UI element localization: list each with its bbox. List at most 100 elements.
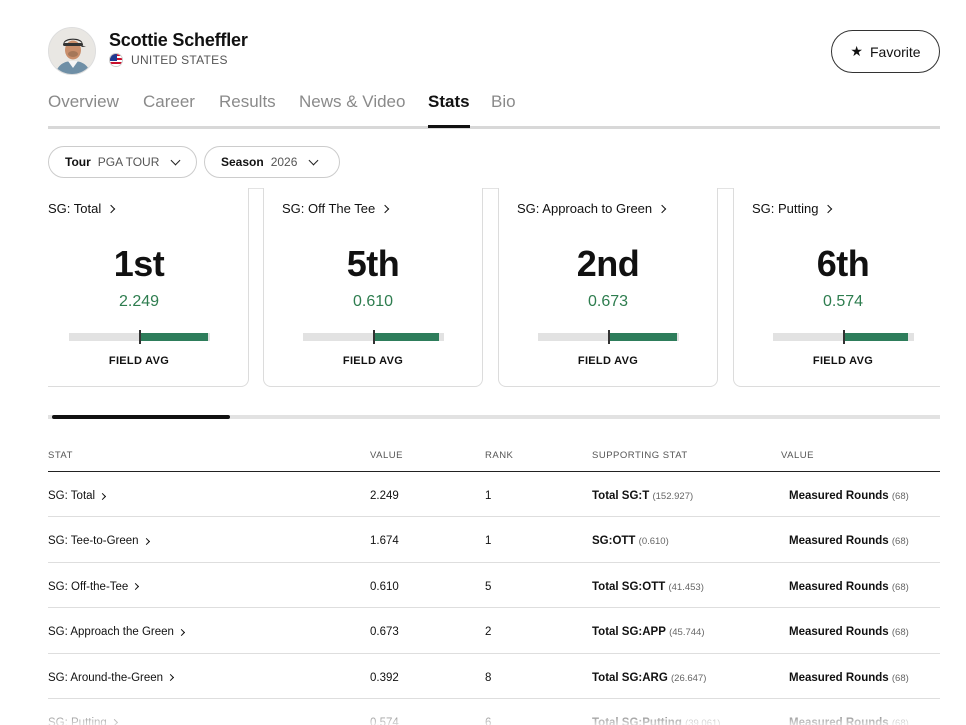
chevron-right-icon [142,537,150,545]
card-title-link[interactable]: SG: Total [48,201,116,216]
supporting-stat-value: (39.061) [685,717,721,725]
card-value: 0.610 [352,293,394,310]
card-rank: 1st [113,243,165,284]
supporting-stat-value: (26.647) [671,672,707,684]
column-header-stat: STAT [48,450,73,461]
season-filter-dropdown[interactable]: Season 2026 [204,146,340,178]
table-row: SG: Putting 0.574 6 Total SG:Putting (39.06… [48,699,940,725]
table-row: SG: Off-the-Tee 0.610 5 Total SG:OTT (41.45… [48,563,940,609]
stat-name: SG: Tee-to-Green [48,535,139,548]
supporting-value-count: (68) [891,627,909,639]
supporting-stat-label: Total SG:T [592,490,650,502]
card-rank: 5th [346,243,400,284]
field-avg-marker [843,330,845,344]
tab-news-video[interactable]: News & Video [299,92,406,111]
tour-filter-value: PGA TOUR [97,155,160,169]
chevron-down-icon [308,155,319,165]
table-row: SG: Total 2.249 1 Total SG:T (152.927) Measu… [48,472,940,518]
column-header-value: VALUE [370,450,403,461]
stat-value: 1.674 [370,535,399,548]
player-header: Scottie Scheffler UNITED STATES ★ Favori… [48,27,940,77]
card-title: SG: Off The Tee [282,201,376,216]
favorite-button[interactable]: ★ Favorite [831,30,940,73]
stat-name: SG: Approach the Green [48,626,174,639]
stat-value: 2.249 [370,490,399,502]
stat-value: 0.673 [370,626,399,639]
field-avg-label: FIELD AVG [577,355,639,367]
field-avg-marker [608,330,610,344]
supporting-stat: Total SG:ARG (26.647) [592,672,706,684]
season-filter-label: Season [221,155,264,169]
stat-rank: 6 [485,716,492,725]
card-value: 2.249 [118,293,160,310]
supporting-stat-label: SG:OTT [592,535,636,548]
stat-value: 0.574 [370,716,399,725]
column-header-supporting-stat: SUPPORTING STAT [592,450,688,461]
table-header: STAT VALUE RANK SUPPORTING STAT VALUE [48,442,940,472]
supporting-stat-label: Total SG:ARG [592,671,668,684]
table-row: SG: Tee-to-Green 1.674 1 SG:OTT (0.610) Meas… [48,517,940,563]
card-title-link[interactable]: SG: Approach to Green [517,201,667,216]
field-avg-label: FIELD AVG [108,355,170,367]
stat-value: 0.610 [370,580,399,593]
supporting-stat-label: Total SG:Putting [592,716,682,725]
supporting-stat: Total SG:Putting (39.061) [592,717,720,725]
supporting-stat-value: (45.744) [669,627,705,639]
stat-link[interactable]: SG: Around-the-Green [48,672,175,684]
stat-rank: 8 [485,671,492,684]
stat-name: SG: Total [48,490,96,502]
field-avg-bar [538,330,679,344]
carousel-scrollbar[interactable] [48,415,940,419]
chevron-right-icon [177,628,185,636]
stat-card[interactable]: SG: Total 1st 2.249 FIELD AVG [48,188,249,387]
scrollbar-thumb[interactable] [52,415,230,419]
tab-results[interactable]: Results [219,92,276,111]
chevron-right-icon [824,204,833,213]
card-value: 0.574 [822,293,864,310]
table-row: SG: Around-the-Green 0.392 8 Total SG:ARG (… [48,654,940,699]
card-title: SG: Approach to Green [517,201,653,216]
supporting-value-count: (68) [891,581,909,593]
chevron-right-icon [132,583,140,591]
stat-link[interactable]: SG: Tee-to-Green [48,535,150,548]
supporting-stat-label: Total SG:APP [592,626,666,639]
season-filter-value: 2026 [270,155,298,169]
field-avg-bar [69,330,210,344]
card-title-link[interactable]: SG: Off The Tee [282,201,390,216]
stat-cards-carousel: SG: Total 1st 2.249 FIELD AVG SG: Off Th… [48,188,940,388]
supporting-value-count: (68) [891,536,909,548]
stat-link[interactable]: SG: Off-the-Tee [48,581,140,593]
supporting-value-label: Measured Rounds [789,716,889,725]
supporting-value: Measured Rounds (68) [789,490,909,502]
field-avg-marker [139,330,141,344]
tab-overview[interactable]: Overview [48,92,119,111]
column-header-supporting-value: VALUE [781,450,814,461]
tab-stats[interactable]: Stats [428,92,470,111]
stat-card[interactable]: SG: Putting 6th 0.574 FIELD AVG [733,188,940,387]
stat-link[interactable]: SG: Approach the Green [48,626,185,639]
supporting-value-label: Measured Rounds [789,535,889,548]
star-icon: ★ [850,43,863,59]
stats-table: STAT VALUE RANK SUPPORTING STAT VALUE SG… [48,442,940,725]
bar-fill [373,333,439,341]
stat-link[interactable]: SG: Total [48,490,107,502]
field-avg-label: FIELD AVG [812,355,874,367]
avatar [48,27,96,75]
card-title: SG: Putting [752,201,819,216]
field-avg-marker [373,330,375,344]
supporting-value-label: Measured Rounds [789,671,889,684]
tour-filter-dropdown[interactable]: Tour PGA TOUR [48,146,197,178]
stat-card[interactable]: SG: Off The Tee 5th 0.610 FIELD AVG [263,188,483,387]
column-header-rank: RANK [485,450,514,461]
supporting-value-label: Measured Rounds [789,490,889,502]
divider [48,188,940,189]
stat-card[interactable]: SG: Approach to Green 2nd 0.673 FIELD AV… [498,188,718,387]
active-tab-indicator [428,125,470,128]
supporting-stat: Total SG:APP (45.744) [592,626,705,638]
card-rank: 2nd [576,243,640,284]
tab-career[interactable]: Career [143,92,195,111]
tab-bio[interactable]: Bio [491,92,516,111]
supporting-stat-value: (41.453) [668,581,704,593]
card-title-link[interactable]: SG: Putting [752,201,833,216]
stat-link[interactable]: SG: Putting [48,717,118,725]
